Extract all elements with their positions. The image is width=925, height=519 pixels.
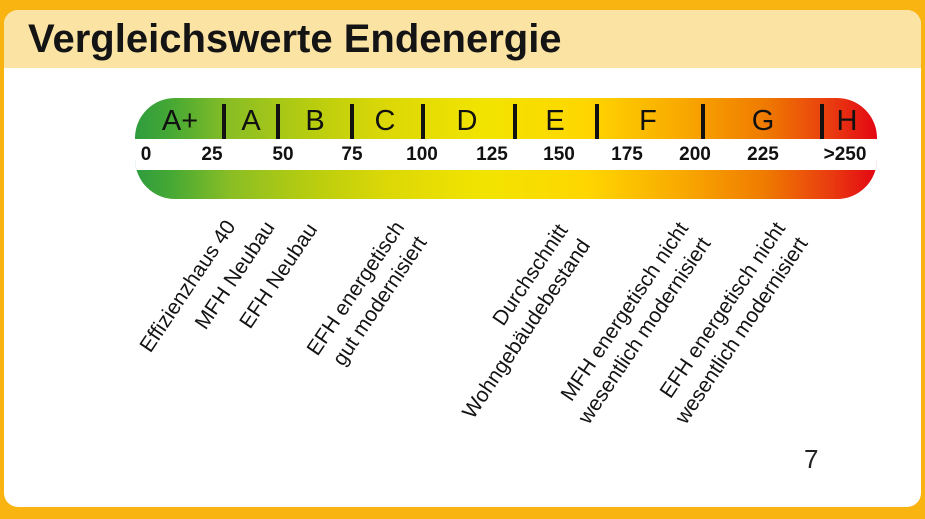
scale-axis-value-0: 0 [140, 144, 152, 165]
scale-axis-value-10: >250 [823, 144, 867, 165]
scale-axis-value-8: 200 [679, 144, 711, 165]
scale-class-letter-f: F [639, 105, 657, 137]
scale-class-letter-e: E [545, 105, 565, 137]
energy-scale-bar: A+ A B C D E F G H 0 25 50 75 100 125 150 175 200 225 >250 [135, 98, 877, 199]
scale-boundary-tick-6 [701, 104, 705, 139]
scale-axis-value-5: 125 [476, 144, 508, 165]
scale-class-letter-c: C [374, 105, 396, 137]
slide-card: Vergleichswerte Endenergie A+ A B C D E F G H 0 25… [4, 10, 921, 507]
page-number: 7 [804, 444, 819, 474]
scale-boundary-tick-1 [276, 104, 280, 139]
scale-boundary-tick-3 [421, 104, 425, 139]
scale-axis-value-4: 100 [406, 144, 438, 165]
scale-class-letter-a: A [241, 105, 261, 137]
slide-content: A+ A B C D E F G H 0 25 50 75 100 125 150 175 200 225 >250 … [4, 68, 921, 507]
building-label-3: EFH energetisch gut modernisiert [301, 216, 433, 376]
scale-axis-value-6: 150 [543, 144, 575, 165]
scale-axis-value-2: 50 [272, 144, 294, 165]
scale-class-letter-aplus: A+ [161, 105, 199, 137]
scale-boundary-tick-2 [350, 104, 354, 139]
scale-class-letter-b: B [305, 105, 325, 137]
scale-class-letter-h: H [836, 105, 858, 137]
slide-title: Vergleichswerte Endenergie [28, 17, 562, 61]
scale-axis-value-1: 25 [201, 144, 223, 165]
scale-axis-value-9: 225 [747, 144, 779, 165]
title-band: Vergleichswerte Endenergie [4, 10, 921, 68]
scale-boundary-tick-4 [513, 104, 517, 139]
scale-boundary-tick-5 [595, 104, 599, 139]
scale-class-letter-g: G [751, 105, 775, 137]
scale-class-letter-d: D [456, 105, 478, 137]
scale-axis-value-3: 75 [341, 144, 363, 165]
scale-boundary-tick-0 [222, 104, 226, 139]
scale-axis-value-7: 175 [611, 144, 643, 165]
scale-number-stripe [135, 139, 877, 170]
scale-boundary-tick-7 [820, 104, 824, 139]
